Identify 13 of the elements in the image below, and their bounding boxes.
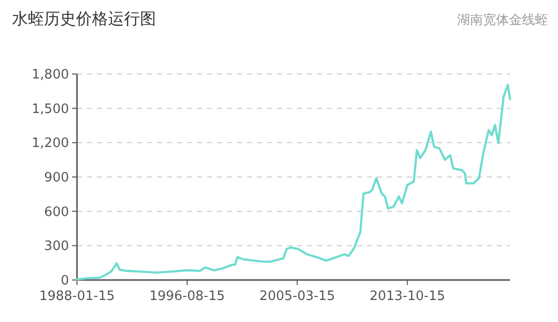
ytick: 900 [44, 170, 69, 186]
xtick: 2005-03-15 [259, 289, 335, 304]
xtick: 1996-08-15 [149, 289, 225, 304]
subtitle: 湖南宽体金线蛭 [457, 13, 548, 28]
ytick: 1,200 [32, 136, 69, 152]
ytick: 0 [60, 274, 69, 288]
ytick: 600 [44, 204, 69, 220]
ytick: 300 [44, 239, 69, 254]
ytick: 1,500 [32, 102, 69, 117]
title: 水蛭历史价格运行图 [12, 9, 156, 28]
xtick: 1988-01-15 [39, 289, 115, 304]
ytick: 1,800 [32, 68, 69, 82]
xtick: 2013-10-15 [370, 289, 446, 304]
